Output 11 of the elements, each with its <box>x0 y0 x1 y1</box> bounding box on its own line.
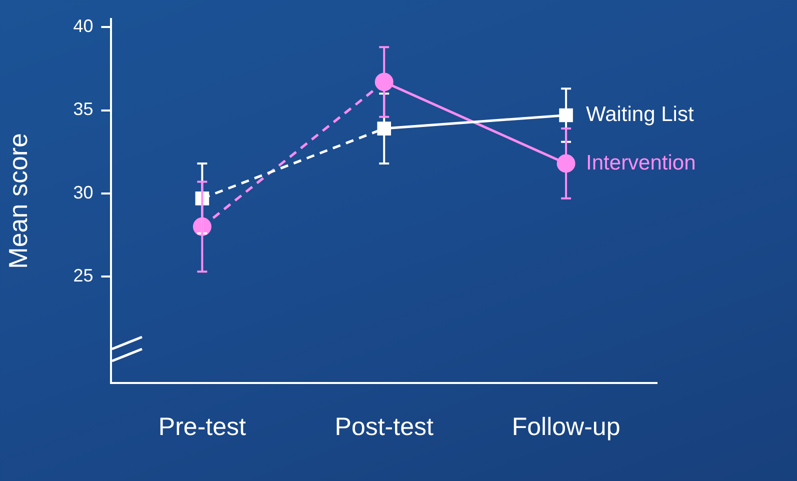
y-tick-label: 30 <box>73 182 94 202</box>
x-tick-label: Post-test <box>334 412 434 441</box>
x-tick-label: Pre-test <box>158 412 246 441</box>
series-label: Waiting List <box>586 103 694 126</box>
series-label: Intervention <box>586 151 696 174</box>
y-tick-label: 25 <box>73 266 94 286</box>
y-tick-label: 35 <box>73 99 94 120</box>
point <box>377 122 392 136</box>
y-tick-label: 40 <box>73 16 94 36</box>
x-tick-label: Follow-up <box>512 412 620 441</box>
y-axis-title: Mean score <box>2 132 33 269</box>
